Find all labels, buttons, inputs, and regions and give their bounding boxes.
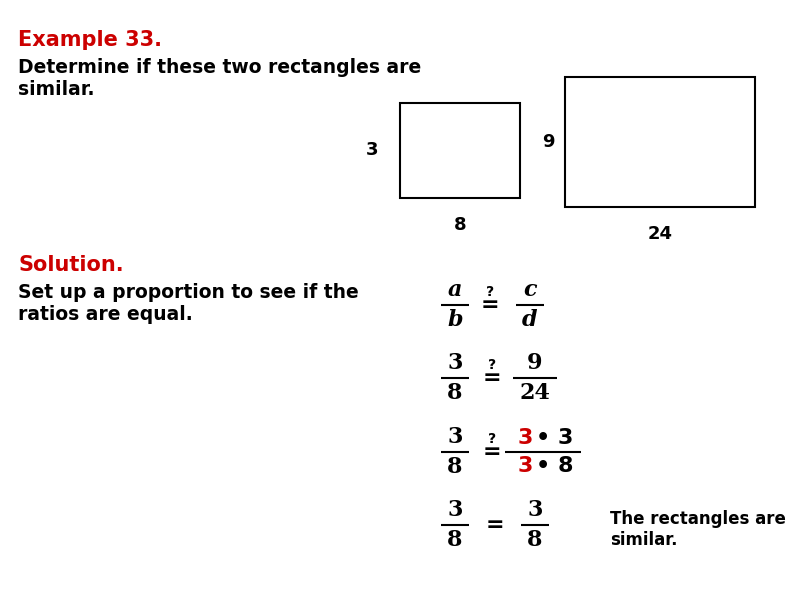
Text: 8: 8 [453, 216, 466, 234]
Text: b: b [447, 309, 463, 331]
Text: The rectangles are
similar.: The rectangles are similar. [610, 510, 786, 549]
Text: 3: 3 [447, 352, 463, 374]
Text: 9: 9 [527, 352, 543, 374]
Text: 24: 24 [520, 382, 550, 404]
Text: =: = [485, 515, 505, 535]
Bar [400, 103, 520, 198]
Text: Solution.: Solution. [18, 255, 123, 275]
Text: 3: 3 [447, 426, 463, 448]
Text: =: = [481, 295, 499, 315]
Text: 3: 3 [517, 456, 533, 476]
Text: 3: 3 [527, 499, 543, 521]
Text: ?: ? [488, 358, 496, 372]
Text: 3: 3 [365, 141, 378, 159]
Text: 24: 24 [647, 225, 673, 243]
Text: 8: 8 [447, 456, 463, 478]
Text: Set up a proportion to see if the
ratios are equal.: Set up a proportion to see if the ratios… [18, 283, 359, 324]
Text: 3: 3 [447, 499, 463, 521]
Text: Example 33.: Example 33. [18, 30, 162, 50]
Text: =: = [483, 442, 501, 462]
Text: 3: 3 [517, 428, 533, 448]
Bar [565, 77, 755, 207]
Text: 8: 8 [447, 529, 463, 551]
Text: 8: 8 [527, 529, 543, 551]
Text: 9: 9 [542, 133, 555, 151]
Text: ?: ? [486, 285, 494, 299]
Text: ?: ? [488, 432, 496, 446]
Text: c: c [523, 279, 537, 301]
Text: d: d [522, 309, 537, 331]
Text: Determine if these two rectangles are
similar.: Determine if these two rectangles are si… [18, 58, 421, 99]
Text: • 3: • 3 [537, 428, 574, 448]
Text: • 8: • 8 [536, 456, 574, 476]
Text: =: = [483, 368, 501, 388]
Text: a: a [448, 279, 462, 301]
Text: 8: 8 [447, 382, 463, 404]
